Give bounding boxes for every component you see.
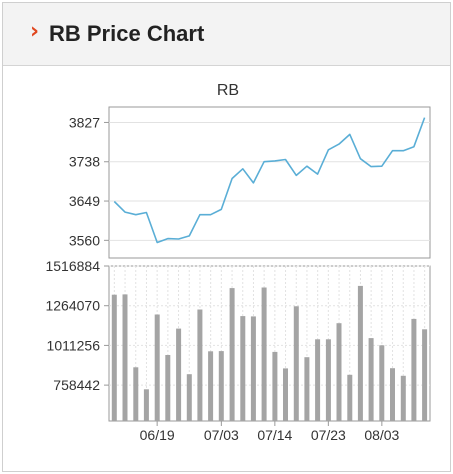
volume-bar xyxy=(261,287,267,421)
volume-bar xyxy=(208,351,214,421)
volume-bar xyxy=(250,316,256,421)
x-tick-label: 06/19 xyxy=(140,427,175,443)
volume-bar xyxy=(315,339,321,421)
volume-bar xyxy=(336,323,342,421)
bar-y-tick-label: 1264070 xyxy=(45,298,100,314)
volume-bar xyxy=(133,367,139,421)
bar-y-tick-label: 758442 xyxy=(53,377,100,393)
volume-bar xyxy=(283,368,288,421)
volume-bar xyxy=(390,368,395,421)
volume-bar xyxy=(272,351,278,421)
volume-bar xyxy=(240,316,246,421)
line-y-tick-label: 3738 xyxy=(69,154,100,170)
volume-bar xyxy=(218,351,224,421)
volume-bar xyxy=(325,339,331,421)
volume-bar xyxy=(154,314,160,421)
volume-bar xyxy=(368,338,374,421)
volume-bar xyxy=(304,357,310,421)
bar-y-tick-label: 1011256 xyxy=(47,337,101,353)
x-tick-label: 07/14 xyxy=(257,427,292,443)
volume-bar xyxy=(379,345,385,421)
volume-bar xyxy=(186,374,192,421)
bar-plot-area xyxy=(108,265,431,422)
volume-bar xyxy=(122,294,128,421)
x-tick-label: 07/03 xyxy=(204,427,239,443)
volume-bar xyxy=(143,389,149,421)
panel-title: RB Price Chart xyxy=(49,21,205,46)
volume-bar xyxy=(400,375,406,421)
volume-bar xyxy=(197,309,203,421)
line-y-tick-label: 3560 xyxy=(69,232,100,248)
volume-bar xyxy=(165,355,171,421)
volume-bar xyxy=(357,285,363,421)
volume-bar xyxy=(293,306,299,421)
bar-y-tick-label: 1516884 xyxy=(45,258,100,274)
panel-header: › RB Price Chart xyxy=(3,3,450,66)
volume-bar xyxy=(411,318,417,421)
line-y-tick-label: 3649 xyxy=(69,193,100,209)
line-plot-area xyxy=(108,106,431,259)
volume-bar xyxy=(229,288,235,421)
price-line-series xyxy=(113,117,426,244)
volume-bar xyxy=(111,294,117,421)
volume-bar xyxy=(347,374,353,421)
volume-bar xyxy=(176,328,182,421)
x-tick-label: 07/23 xyxy=(311,427,346,443)
x-tick-label: 08/03 xyxy=(364,427,399,443)
volume-bar xyxy=(422,329,428,421)
chevron-right-icon: › xyxy=(30,19,40,44)
line-y-tick-label: 3827 xyxy=(69,114,100,130)
chart-title: RB xyxy=(217,82,239,99)
